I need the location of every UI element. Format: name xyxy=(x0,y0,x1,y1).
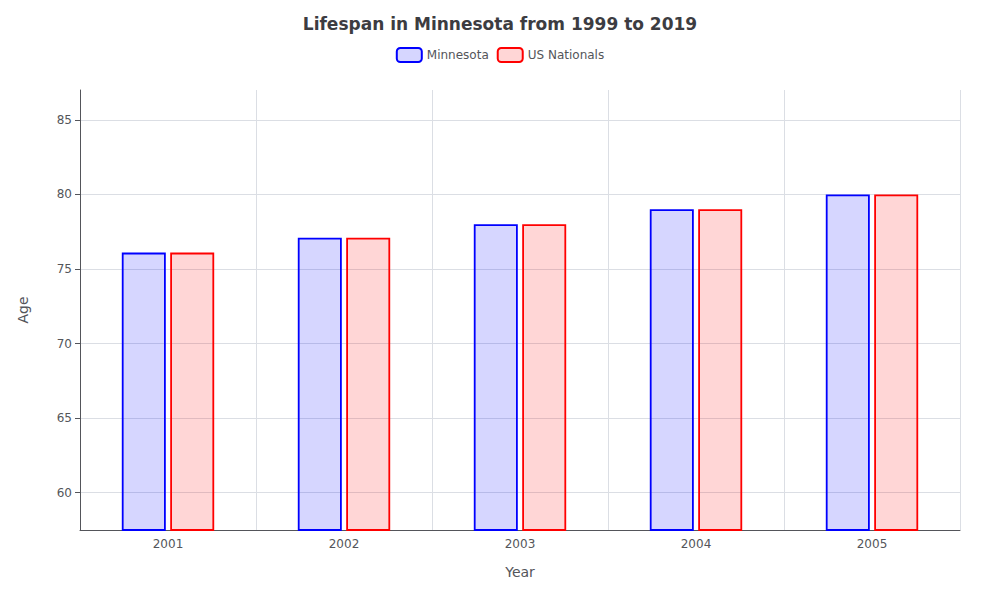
svg-text:Age: Age xyxy=(15,296,31,323)
svg-text:US Nationals: US Nationals xyxy=(528,48,604,62)
svg-text:60: 60 xyxy=(57,486,72,500)
svg-text:2001: 2001 xyxy=(153,537,184,551)
svg-text:80: 80 xyxy=(57,187,72,201)
svg-text:75: 75 xyxy=(57,262,72,276)
svg-text:70: 70 xyxy=(57,337,72,351)
svg-text:2003: 2003 xyxy=(505,537,536,551)
svg-text:85: 85 xyxy=(57,113,72,127)
svg-text:Minnesota: Minnesota xyxy=(427,48,489,62)
svg-text:2004: 2004 xyxy=(681,537,712,551)
svg-text:Lifespan in Minnesota from 199: Lifespan in Minnesota from 1999 to 2019 xyxy=(303,14,697,34)
svg-text:Year: Year xyxy=(504,564,535,580)
svg-text:2005: 2005 xyxy=(857,537,888,551)
svg-text:2002: 2002 xyxy=(329,537,360,551)
svg-text:65: 65 xyxy=(57,411,72,425)
